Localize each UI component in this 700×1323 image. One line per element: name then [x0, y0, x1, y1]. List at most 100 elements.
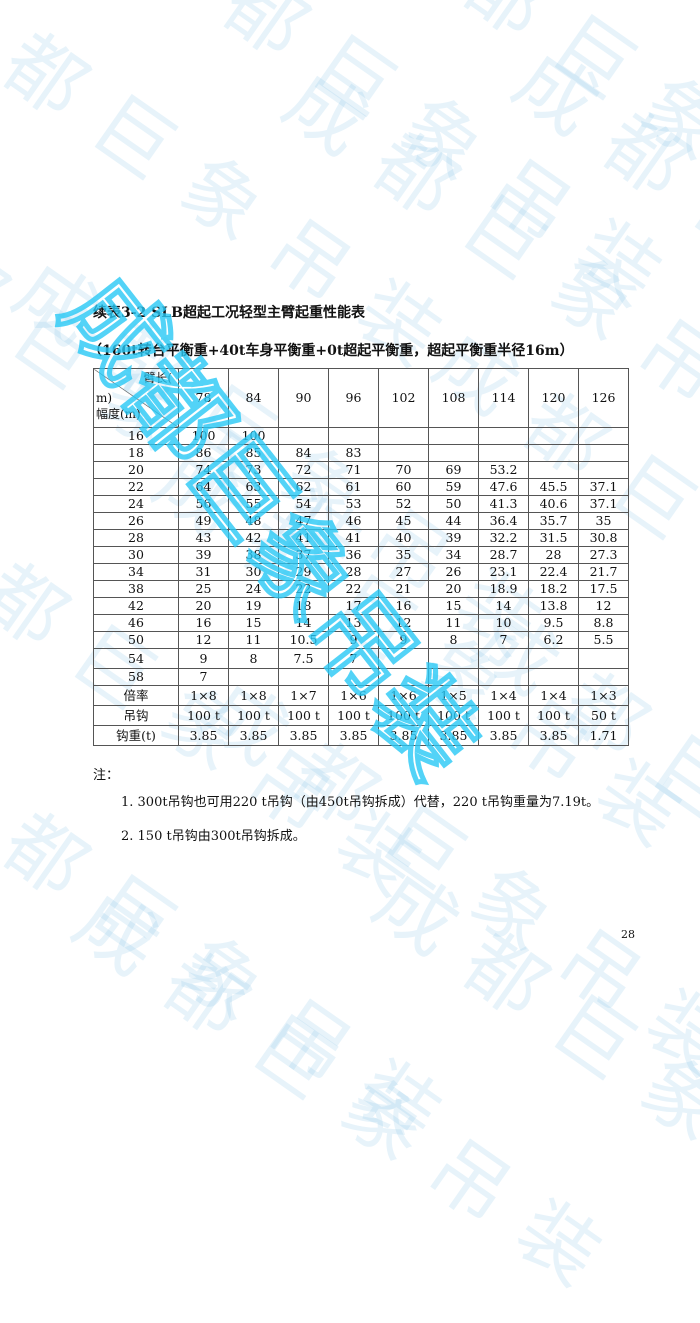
capacity-cell: 20 — [428, 580, 479, 598]
capacity-cell: 1×8 — [228, 685, 279, 706]
capacity-cell: 12 — [578, 597, 629, 615]
table-row: 26 49 48 47 46 45 44 36.4 35.7 35 — [93, 512, 629, 530]
capacity-cell: 47 — [278, 512, 329, 530]
capacity-cell: 42 — [228, 529, 279, 547]
capacity-cell: 3.85 — [478, 725, 529, 746]
notes-heading: 注： — [93, 768, 120, 783]
footer-row: 倍率 1×8 1×8 1×7 1×6 1×6 1×5 1×4 1×4 1×3 — [93, 685, 629, 706]
capacity-cell: 7 — [328, 648, 379, 669]
row-label: 34 — [93, 563, 179, 581]
capacity-cell: 1×5 — [428, 685, 479, 706]
capacity-cell: 40.6 — [528, 495, 579, 513]
capacity-cell: 10.5 — [278, 631, 329, 649]
capacity-cell: 59 — [428, 478, 479, 496]
capacity-cell: 23.1 — [478, 563, 529, 581]
capacity-cell: 27 — [378, 563, 429, 581]
table-row: 30 39 38 37 36 35 34 28.7 28 27.3 — [93, 546, 629, 564]
capacity-cell: 85 — [228, 444, 279, 462]
capacity-cell: 53 — [328, 495, 379, 513]
table-row: 16 100 100 — [93, 427, 629, 445]
capacity-cell: 13 — [328, 614, 379, 632]
capacity-cell: 61 — [328, 478, 379, 496]
capacity-cell: 9.5 — [528, 614, 579, 632]
capacity-cell: 3.85 — [178, 725, 229, 746]
capacity-cell — [528, 444, 579, 462]
capacity-cell — [478, 427, 529, 445]
capacity-cell: 21 — [378, 580, 429, 598]
capacity-cell: 100 t — [228, 705, 279, 726]
capacity-cell: 39 — [178, 546, 229, 564]
capacity-cell — [428, 444, 479, 462]
capacity-cell: 70 — [378, 461, 429, 479]
capacity-cell: 16 — [178, 614, 229, 632]
capacity-cell: 45 — [378, 512, 429, 530]
capacity-cell: 100 t — [328, 705, 379, 726]
capacity-cell — [328, 427, 379, 445]
capacity-cell: 83 — [328, 444, 379, 462]
row-label: 46 — [93, 614, 179, 632]
capacity-cell: 18 — [278, 597, 329, 615]
capacity-cell — [378, 444, 429, 462]
row-label: 18 — [93, 444, 179, 462]
boom-length-header: 114 — [478, 368, 529, 428]
capacity-cell: 46 — [328, 512, 379, 530]
capacity-cell: 14 — [478, 597, 529, 615]
capacity-cell — [478, 648, 529, 669]
capacity-cell: 100 t — [178, 705, 229, 726]
row-label: 42 — [93, 597, 179, 615]
capacity-cell — [478, 444, 529, 462]
capacity-cell: 1×7 — [278, 685, 329, 706]
capacity-cell: 3.85 — [378, 725, 429, 746]
row-label: 28 — [93, 529, 179, 547]
capacity-cell: 31 — [178, 563, 229, 581]
capacity-cell: 17 — [328, 597, 379, 615]
table-row: 38 25 24 22 22 21 20 18.9 18.2 17.5 — [93, 580, 629, 598]
capacity-cell: 35.7 — [528, 512, 579, 530]
row-label: 26 — [93, 512, 179, 530]
capacity-cell: 1×3 — [578, 685, 629, 706]
capacity-cell: 8 — [228, 648, 279, 669]
capacity-cell: 22 — [278, 580, 329, 598]
row-label: 50 — [93, 631, 179, 649]
page-number: 28 — [621, 928, 635, 941]
note-1: 1. 300t吊钩也可用220 t吊钩（由450t吊钩拆成）代替，220 t吊钩… — [121, 795, 600, 810]
boom-length-header: 78 — [178, 368, 229, 428]
capacity-cell: 43 — [178, 529, 229, 547]
capacity-cell — [578, 461, 629, 479]
table-row: 28 43 42 41 41 40 39 32.2 31.5 30.8 — [93, 529, 629, 547]
capacity-cell — [528, 668, 579, 686]
capacity-cell: 63 — [228, 478, 279, 496]
capacity-cell: 18.9 — [478, 580, 529, 598]
capacity-cell: 69 — [428, 461, 479, 479]
capacity-cell: 11 — [428, 614, 479, 632]
row-label: 16 — [93, 427, 179, 445]
capacity-cell: 12 — [378, 614, 429, 632]
note-2: 2. 150 t吊钩由300t吊钩拆成。 — [121, 829, 306, 844]
capacity-cell — [278, 668, 329, 686]
capacity-cell: 15 — [428, 597, 479, 615]
capacity-cell: 38 — [228, 546, 279, 564]
header-row: 臂长( m) 幅度(m) 78 84 90 96 102 108 114 120 126 — [93, 368, 629, 428]
capacity-cell: 27.3 — [578, 546, 629, 564]
capacity-cell — [328, 668, 379, 686]
capacity-cell: 84 — [278, 444, 329, 462]
capacity-cell: 55 — [228, 495, 279, 513]
row-label: 54 — [93, 648, 179, 669]
capacity-cell: 40 — [378, 529, 429, 547]
capacity-cell: 100 — [228, 427, 279, 445]
capacity-cell: 1×4 — [528, 685, 579, 706]
capacity-cell — [428, 648, 479, 669]
boom-length-header: 90 — [278, 368, 329, 428]
capacity-cell: 44 — [428, 512, 479, 530]
capacity-cell: 20 — [178, 597, 229, 615]
capacity-cell: 14 — [278, 614, 329, 632]
table-row: 54 9 8 7.5 7 — [93, 648, 629, 669]
capacity-cell: 35 — [578, 512, 629, 530]
capacity-cell — [428, 427, 479, 445]
capacity-cell: 8.8 — [578, 614, 629, 632]
capacity-cell — [478, 668, 529, 686]
capacity-cell: 32.2 — [478, 529, 529, 547]
row-label: 22 — [93, 478, 179, 496]
capacity-cell: 72 — [278, 461, 329, 479]
capacity-cell: 30.8 — [578, 529, 629, 547]
